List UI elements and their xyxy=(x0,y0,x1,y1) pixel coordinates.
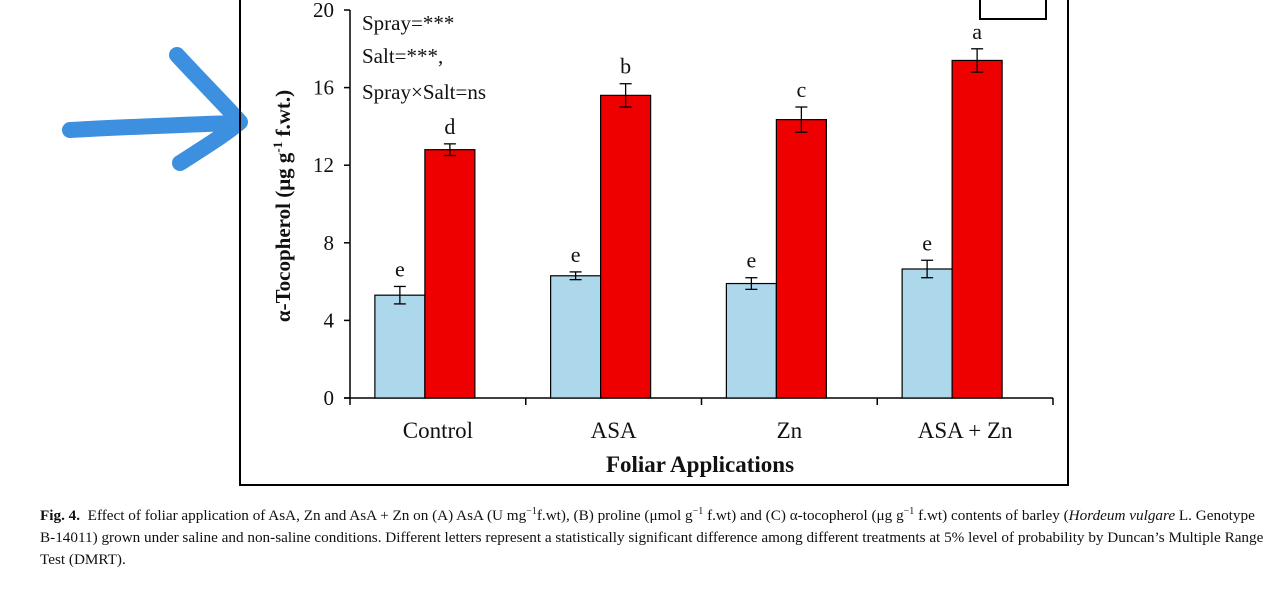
caption-text-5: L. Genotype B-14011) grown under saline … xyxy=(40,507,1264,568)
figure-label: Fig. 4. xyxy=(40,507,81,524)
caption-sup-2: −1 xyxy=(692,505,704,517)
y-tick-label: 8 xyxy=(324,231,335,255)
stats-salt: Salt=***, xyxy=(362,44,443,68)
x-tick-label: Zn xyxy=(777,418,803,443)
bars: e e e e d b c a xyxy=(374,19,1003,399)
y-axis-label: α-Tocopherol (μg g-1 f.wt.) xyxy=(270,90,295,322)
bar xyxy=(374,294,426,399)
caption-text-3: f.wt) and (C) α-tocopherol (μg g xyxy=(703,507,904,524)
bar xyxy=(951,59,1003,399)
x-tick-label: ASA xyxy=(591,418,637,443)
figure-caption: Fig. 4. Effect of foliar application of … xyxy=(40,505,1272,571)
bar xyxy=(550,275,602,399)
significance-letter: d xyxy=(444,114,455,139)
bar xyxy=(424,149,476,399)
y-tick-label: 4 xyxy=(324,308,335,332)
stats-spray: Spray=*** xyxy=(362,11,454,35)
caption-text-4: f.wt) contents of barley ( xyxy=(914,507,1069,524)
bar xyxy=(600,94,652,399)
annotation-arrow-icon xyxy=(62,47,248,171)
significance-letter: e xyxy=(395,256,405,281)
y-tick-label: 20 xyxy=(313,0,334,22)
y-tick-label: 12 xyxy=(313,153,334,177)
caption-text-2: f.wt), (B) proline (μmol g xyxy=(536,507,693,524)
caption-sup-1: −1 xyxy=(526,505,537,517)
significance-letter: e xyxy=(571,242,581,267)
caption-text-1: Effect of foliar application of AsA, Zn … xyxy=(87,507,527,524)
bar xyxy=(901,268,953,399)
y-tick-label: 0 xyxy=(324,386,335,410)
significance-letter: b xyxy=(620,54,631,79)
x-tick-label: Control xyxy=(403,418,473,443)
significance-letter: c xyxy=(796,77,806,102)
stats-interaction: Spray×Salt=ns xyxy=(362,80,486,104)
x-axis-label: Foliar Applications xyxy=(606,452,794,477)
caption-sup-3: −1 xyxy=(903,505,915,517)
significance-letter: e xyxy=(922,230,932,255)
x-ticks: Control ASA Zn ASA + Zn xyxy=(349,398,1054,443)
x-tick-label: ASA + Zn xyxy=(918,418,1013,443)
plot-frame xyxy=(239,0,1069,486)
significance-letter: e xyxy=(746,248,756,273)
caption-species: Hordeum vulgare xyxy=(1068,507,1176,524)
y-ticks: 0 4 8 12 16 20 xyxy=(313,0,350,410)
bar xyxy=(775,119,827,399)
legend-box xyxy=(979,0,1047,20)
y-tick-label: 16 xyxy=(313,76,334,100)
significance-letter: a xyxy=(972,19,982,44)
bar xyxy=(725,282,777,399)
